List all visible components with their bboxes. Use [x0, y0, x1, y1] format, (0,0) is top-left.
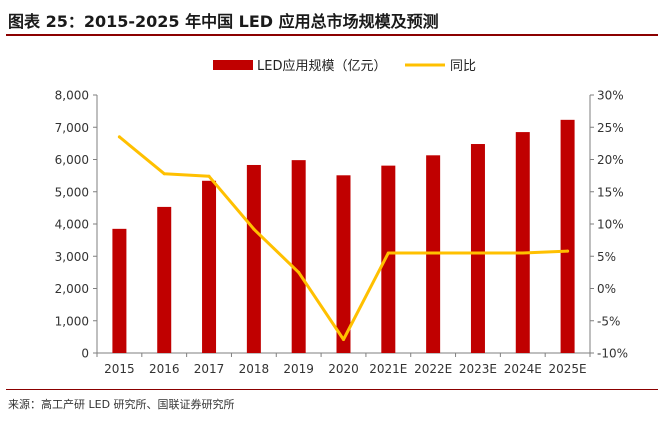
- yoy-point-2016: [162, 172, 166, 176]
- x-tick-label: 2020: [328, 362, 359, 376]
- x-tick-label: 2021E: [369, 362, 407, 376]
- yoy-point-2023E: [476, 251, 480, 255]
- right-tick-label: 0%: [597, 282, 616, 296]
- bar-series: [112, 119, 575, 354]
- yoy-point-2024E: [521, 251, 525, 255]
- chart-legend: LED应用规模（亿元） 同比: [213, 58, 476, 74]
- left-tick-label: 4,000: [55, 218, 89, 232]
- x-tick-label: 2016: [149, 362, 180, 376]
- bar-2016: [157, 206, 172, 353]
- left-tick-label: 7,000: [55, 121, 89, 135]
- line-series: [117, 135, 570, 341]
- source-divider: [6, 389, 658, 390]
- title-divider: [6, 34, 658, 36]
- legend-swatch-bar: [213, 60, 253, 70]
- right-tick-label: 5%: [597, 250, 616, 264]
- x-tick-label: 2022E: [414, 362, 452, 376]
- bar-2015: [112, 228, 127, 353]
- left-tick-label: 5,000: [55, 185, 89, 199]
- yoy-point-2015: [117, 135, 121, 139]
- x-tick-label: 2023E: [459, 362, 497, 376]
- bar-2019: [291, 160, 306, 353]
- bar-2024E: [515, 132, 530, 353]
- bar-2018: [246, 164, 261, 353]
- bar-2023E: [470, 144, 485, 353]
- yoy-point-2020: [342, 337, 345, 341]
- right-tick-label: 15%: [597, 185, 624, 199]
- right-tick-label: 25%: [597, 121, 624, 135]
- left-tick-label: 1,000: [55, 314, 89, 328]
- x-tick-label: 2015: [104, 362, 135, 376]
- right-tick-label: 20%: [597, 153, 624, 167]
- yoy-point-2025E: [566, 249, 570, 253]
- bar-2025E: [560, 119, 575, 354]
- left-tick-label: 6,000: [55, 153, 89, 167]
- bar-2017: [202, 180, 217, 353]
- right-tick-label: 10%: [597, 218, 624, 232]
- right-tick-label: 30%: [597, 89, 624, 103]
- x-tick-label: 2024E: [504, 362, 542, 376]
- x-tick-label: 2018: [239, 362, 270, 376]
- x-tick-label: 2025E: [549, 362, 587, 376]
- x-tick-label: 2019: [283, 362, 314, 376]
- yoy-point-2022E: [431, 251, 435, 255]
- yoy-point-2018: [252, 227, 256, 231]
- yoy-point-2019: [297, 270, 301, 274]
- yoy-point-2017: [207, 174, 211, 178]
- x-tick-label: 2017: [194, 362, 225, 376]
- left-tick-label: 2,000: [55, 282, 89, 296]
- legend-label-line: 同比: [450, 59, 476, 74]
- left-tick-label: 3,000: [55, 250, 89, 264]
- legend-label-bar: LED应用规模（亿元）: [257, 58, 386, 74]
- chart: LED应用规模（亿元） 同比 0 1,000 2,000 3,000 4,000 5,000…: [55, 58, 628, 377]
- chart-title: 图表 25：2015-2025 年中国 LED 应用总市场规模及预测: [8, 12, 439, 31]
- bar-2020: [336, 175, 351, 353]
- left-tick-label: 0: [81, 347, 89, 361]
- right-tick-label: -10%: [597, 347, 628, 361]
- tick-labels: 0 1,000 2,000 3,000 4,000 5,000 6,000 7,000 8,00…: [55, 89, 628, 377]
- source-note: 来源：高工产研 LED 研究所、国联证券研究所: [8, 398, 235, 411]
- yoy-point-2021E: [386, 251, 390, 255]
- left-tick-label: 8,000: [55, 89, 89, 103]
- bar-2021E: [381, 165, 396, 353]
- right-tick-label: -5%: [597, 314, 620, 328]
